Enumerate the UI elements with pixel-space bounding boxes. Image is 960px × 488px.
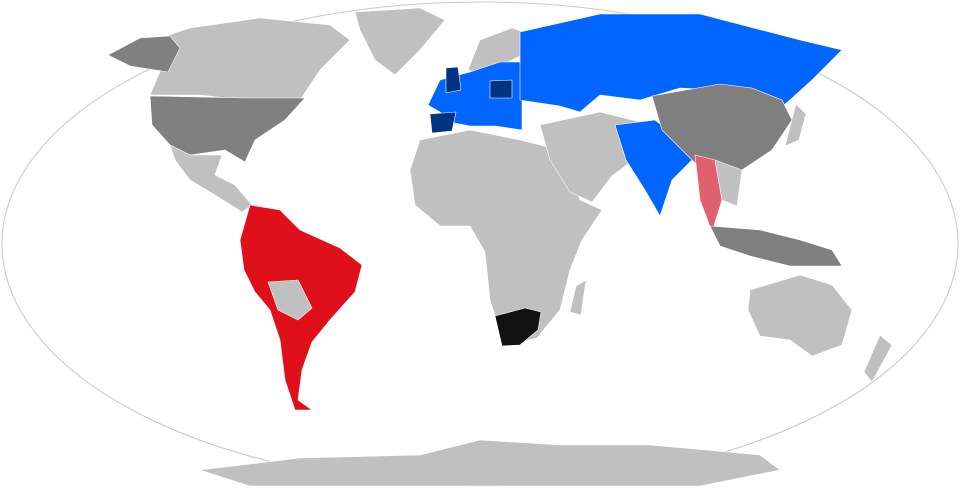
- region-japan: [784, 103, 807, 147]
- region-central-america: [169, 144, 253, 213]
- region-greenland: [354, 7, 446, 76]
- region-australia: [747, 274, 853, 357]
- region-antarctica: [199, 439, 781, 487]
- region-poland: [489, 79, 513, 99]
- region-usa: [149, 95, 306, 163]
- region-south-africa: [494, 307, 542, 347]
- region-china: [651, 83, 793, 171]
- region-new-zealand: [863, 334, 893, 383]
- region-bolivia-paraguay: [267, 279, 313, 321]
- region-iberia: [429, 111, 457, 134]
- region-indonesia-philippines: [709, 225, 843, 267]
- region-alaska: [107, 35, 181, 73]
- region-middle-east: [539, 111, 641, 203]
- region-madagascar: [569, 279, 587, 316]
- region-uk: [445, 66, 462, 94]
- region-myanmar-thailand: [694, 154, 723, 233]
- region-southeast-asia: [714, 159, 743, 207]
